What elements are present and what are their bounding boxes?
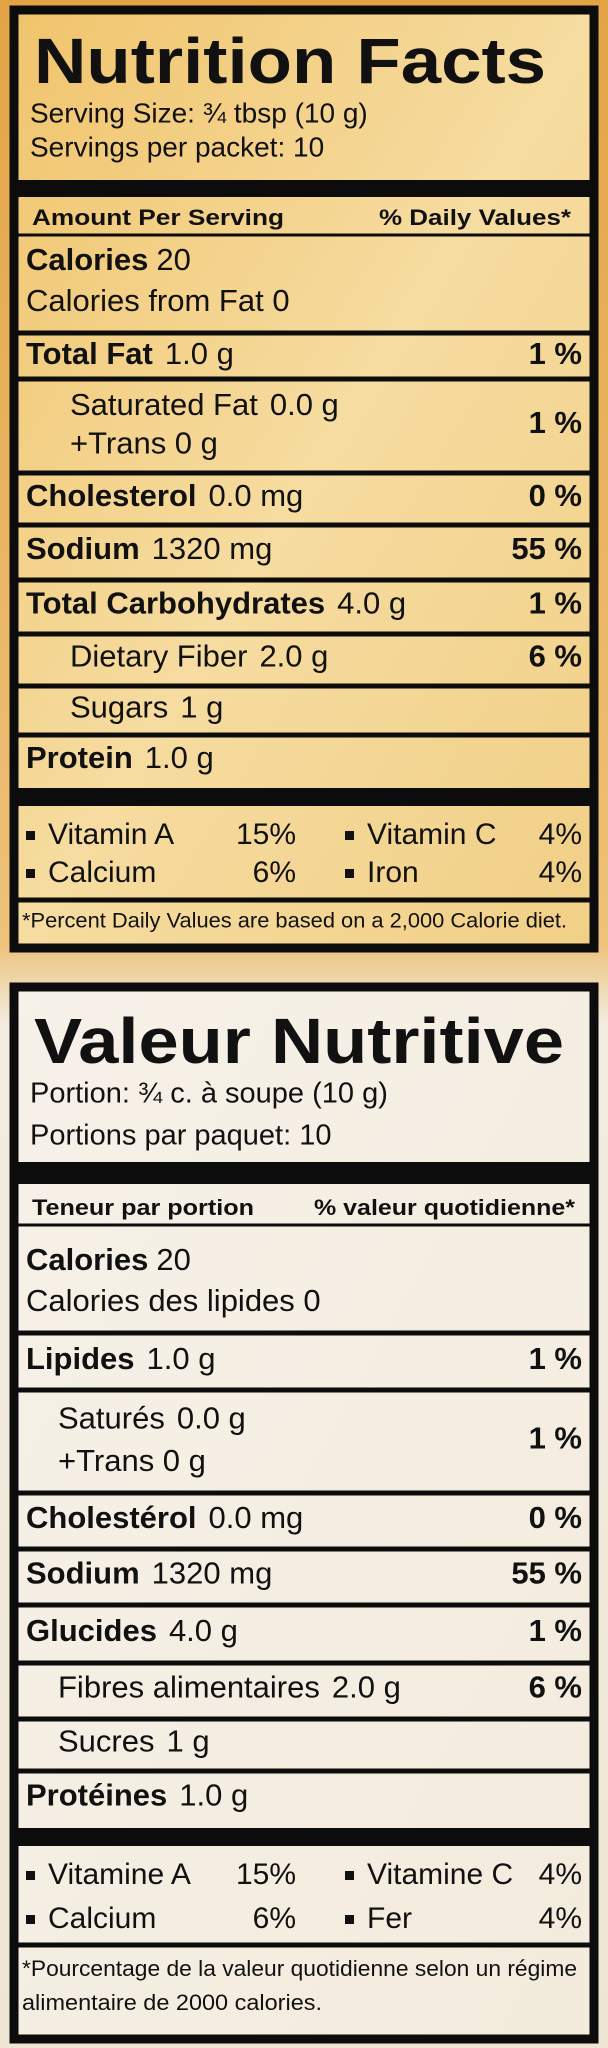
- daily-value: 55 %: [511, 531, 582, 566]
- nutrient-name: Cholestérol: [26, 1500, 197, 1535]
- nutrient-name: Sucres: [58, 1724, 154, 1759]
- daily-value: 0 %: [529, 478, 582, 513]
- nutrient-amount: 1320 mg: [152, 531, 273, 566]
- nutrient-name: Fibres alimentaires: [58, 1670, 320, 1705]
- vitamin-dv: 15%: [236, 1858, 296, 1891]
- nutrient-name: Glucides: [26, 1613, 157, 1648]
- nutrient-amount: 1.0 g: [165, 336, 234, 371]
- nutrient-name: Saturated Fat: [70, 387, 258, 422]
- nutrient-name: Protein: [26, 740, 133, 775]
- nutrient-amount: 2.0 g: [259, 639, 328, 674]
- vitamin-dv: 4%: [539, 818, 582, 851]
- calories-label: Calories: [26, 242, 148, 277]
- bullet: [345, 1871, 354, 1880]
- daily-value: 1 %: [529, 1613, 582, 1648]
- daily-value: 1 %: [529, 586, 582, 621]
- nutrient-amount: 2.0 g: [332, 1670, 401, 1705]
- daily-value: 6 %: [529, 639, 582, 674]
- vitamin-name: Fer: [367, 1902, 412, 1935]
- footnote: *Percent Daily Values are based on a 2,0…: [22, 910, 567, 933]
- vitamin-name: Vitamine C: [367, 1858, 513, 1891]
- calories-from-fat: Calories des lipides 0: [26, 1283, 321, 1318]
- serving-line: Portions par paquet: 10: [30, 1120, 331, 1152]
- header-right: % valeur quotidienne*: [314, 1195, 575, 1220]
- bullet: [26, 831, 35, 840]
- panel-title: Valeur Nutritive: [34, 1005, 564, 1077]
- nutrient-name: Sodium: [26, 531, 140, 566]
- header-left: Amount Per Serving: [32, 205, 284, 230]
- thick-rule: [14, 1162, 594, 1184]
- vitamin-dv: 4%: [539, 856, 582, 889]
- header-right: % Daily Values*: [379, 205, 572, 230]
- nutrient-subline: +Trans 0 g: [70, 425, 218, 460]
- nutrient-amount: 4.0 g: [169, 1613, 238, 1648]
- vitamin-name: Iron: [367, 856, 419, 889]
- vitamin-dv: 6%: [253, 856, 296, 889]
- vitamin-name: Vitamin A: [48, 818, 174, 851]
- nutrient-name: Sodium: [26, 1556, 140, 1591]
- nutrient-name: Cholesterol: [26, 478, 197, 513]
- vitamin-dv: 4%: [539, 1902, 582, 1935]
- footnote: alimentaire de 2000 calories.: [22, 1990, 322, 2015]
- vitamin-name: Vitamine A: [48, 1858, 191, 1891]
- nutrient-amount: 0.0 mg: [209, 1500, 304, 1535]
- nutrient-name: Lipides: [26, 1341, 135, 1376]
- nutrient-amount: 1.0 g: [179, 1778, 248, 1813]
- header-left: Teneur par portion: [32, 1195, 254, 1220]
- nutrient-name: Total Carbohydrates: [26, 586, 325, 621]
- serving-line: Servings per packet: 10: [30, 131, 324, 162]
- bullet: [345, 831, 354, 840]
- daily-value: 1 %: [529, 336, 582, 371]
- daily-value: 1 %: [529, 1421, 582, 1456]
- nutrient-amount: 4.0 g: [337, 586, 406, 621]
- nutrient-amount: 1320 mg: [152, 1556, 273, 1591]
- vitamin-dv: 15%: [236, 818, 296, 851]
- nutrient-amount: 1 g: [180, 690, 223, 725]
- calories-label: Calories: [26, 1242, 148, 1277]
- nutrient-name: Protéines: [26, 1778, 167, 1813]
- bullet: [26, 869, 35, 878]
- vitamin-name: Calcium: [48, 1902, 156, 1935]
- daily-value: 0 %: [529, 1500, 582, 1535]
- nutrient-amount: 0.0 mg: [209, 478, 304, 513]
- nutrient-amount: 1 g: [166, 1724, 209, 1759]
- calories-from-fat: Calories from Fat 0: [26, 283, 290, 318]
- nutrient-amount: 0.0 g: [177, 1400, 246, 1435]
- bullet: [345, 869, 354, 878]
- daily-value: 1 %: [529, 1341, 582, 1376]
- thick-rule: [14, 180, 594, 197]
- nutrient-subline: +Trans 0 g: [58, 1443, 206, 1478]
- serving-line: Serving Size: ¾ tbsp (10 g): [30, 97, 368, 128]
- bullet: [26, 1915, 35, 1924]
- daily-value: 1 %: [529, 405, 582, 440]
- nutrient-amount: 0.0 g: [270, 387, 339, 422]
- bullet: [26, 1871, 35, 1880]
- nutrient-name: Total Fat: [26, 336, 153, 371]
- nutrient-name: Saturés: [58, 1400, 165, 1435]
- bullet: [345, 1915, 354, 1924]
- thick-rule: [14, 1828, 594, 1846]
- vitamin-name: Vitamin C: [367, 818, 497, 851]
- nutrient-amount: 1.0 g: [145, 740, 214, 775]
- nutrient-amount: 1.0 g: [147, 1341, 216, 1376]
- serving-line: Portion: ¾ c. à soupe (10 g): [30, 1078, 388, 1110]
- calories-value: 20: [156, 242, 190, 277]
- nutrient-name: Sugars: [70, 690, 168, 725]
- vitamin-name: Calcium: [48, 856, 156, 889]
- vitamin-dv: 6%: [253, 1902, 296, 1935]
- daily-value: 55 %: [511, 1556, 582, 1591]
- vitamin-dv: 4%: [539, 1858, 582, 1891]
- footnote: *Pourcentage de la valeur quotidienne se…: [22, 1956, 577, 1981]
- nutrient-name: Dietary Fiber: [70, 639, 247, 674]
- thick-rule: [14, 788, 594, 806]
- panel-title: Nutrition Facts: [34, 25, 546, 97]
- calories-value: 20: [156, 1242, 190, 1277]
- daily-value: 6 %: [529, 1670, 582, 1705]
